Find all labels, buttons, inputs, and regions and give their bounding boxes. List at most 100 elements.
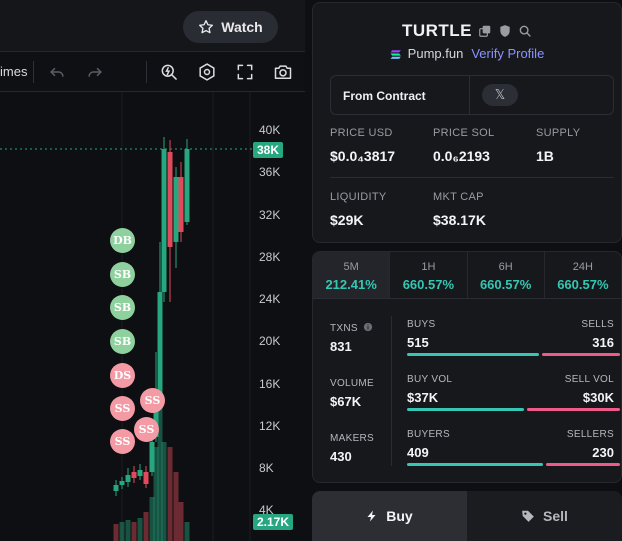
candle-body — [113, 485, 119, 491]
info-icon[interactable] — [363, 322, 373, 332]
settings-hex-icon[interactable] — [197, 62, 217, 82]
y-tick: 4K — [259, 503, 274, 517]
price-chart[interactable]: 40K 36K 32K 28K 24K 20K 16K 12K 8K 4K 38… — [0, 92, 305, 541]
tab-24h[interactable]: 24H 660.57% — [545, 252, 621, 298]
candle-body — [161, 149, 167, 292]
contract-divider — [469, 76, 470, 114]
tab-6h[interactable]: 6H 660.57% — [468, 252, 545, 298]
tab-5m[interactable]: 5M 212.41% — [313, 252, 391, 298]
stat-value: 1B — [536, 148, 554, 164]
txns-label: TXNS — [330, 323, 358, 334]
trade-marker-sniper-sell[interactable]: SS — [110, 429, 135, 454]
stat-price-sol: PRICE SOL 0.0₆2193 — [433, 127, 494, 164]
timeframe-tabs: 5M 212.41% 1H 660.57% 6H 660.57% 24H 660… — [313, 252, 621, 298]
buy-label: Buy — [386, 508, 413, 524]
quick-search-icon[interactable] — [159, 62, 179, 82]
trade-marker-sniper-sell[interactable]: SS — [110, 396, 135, 421]
toolbar-divider — [33, 61, 34, 83]
fullscreen-icon[interactable] — [235, 62, 255, 82]
sell-label: Sell — [543, 508, 568, 524]
stat-liquidity: LIQUIDITY $29K — [330, 191, 387, 228]
redo-icon[interactable] — [85, 62, 105, 82]
sell-vol-value: $30K — [582, 390, 614, 405]
y-tick: 36K — [259, 165, 281, 179]
trade-marker-sniper-buy[interactable]: SB — [110, 295, 135, 320]
sells-value: 316 — [592, 335, 614, 350]
buy-vol-label: BUY VOL — [407, 374, 453, 385]
search-icon[interactable] — [518, 24, 532, 38]
buys-ratio-bar — [407, 353, 539, 356]
tab-1h[interactable]: 1H 660.57% — [390, 252, 468, 298]
stat-mkt-cap: MKT CAP $38.17K — [433, 191, 486, 228]
camera-icon[interactable] — [273, 62, 293, 82]
y-tick: 16K — [259, 377, 281, 391]
volume-bar — [161, 442, 167, 541]
volume-bar — [184, 522, 190, 541]
trade-marker-sniper-sell[interactable]: SS — [134, 417, 159, 442]
trade-marker-dev-buy[interactable]: DB — [110, 228, 135, 253]
candle-body — [119, 481, 125, 485]
stat-label: PRICE SOL — [433, 127, 495, 139]
watch-label: Watch — [221, 19, 263, 35]
buyers-label: BUYERS — [407, 429, 450, 440]
volume-bar — [157, 350, 163, 541]
tab-label: 1H — [421, 261, 436, 273]
chart-toolbar: imes — [0, 52, 305, 92]
candle-body — [173, 177, 179, 242]
tab-change: 212.41% — [325, 277, 377, 292]
candle-body — [157, 292, 163, 402]
tag-icon — [522, 510, 534, 522]
tab-label: 24H — [572, 261, 593, 273]
trade-tabs: Buy Sell — [312, 491, 622, 541]
verify-profile-link[interactable]: Verify Profile — [471, 46, 545, 61]
stat-value: $29K — [330, 212, 364, 228]
trade-marker-sniper-buy[interactable]: SB — [110, 262, 135, 287]
x-icon: 𝕏 — [494, 87, 506, 102]
stat-label: MKT CAP — [433, 191, 484, 203]
tab-label: 6H — [498, 261, 513, 273]
volume-bar — [119, 522, 125, 541]
contract-label[interactable]: From Contract — [343, 89, 426, 103]
sellers-ratio-bar — [546, 463, 620, 466]
tabs-divider — [313, 298, 621, 299]
trade-marker-dev-sell[interactable]: DS — [110, 363, 135, 388]
sell-vol-ratio-bar — [527, 408, 620, 411]
stat-supply: SUPPLY 1B — [536, 127, 580, 164]
sells-label: SELLS — [581, 319, 614, 330]
buyers-ratio-bar — [407, 463, 543, 466]
sell-tab[interactable]: Sell — [467, 491, 622, 541]
tab-change: 660.57% — [557, 277, 609, 292]
shield-icon[interactable] — [498, 24, 512, 38]
volume-value: $67K — [330, 394, 362, 409]
undo-icon[interactable] — [47, 62, 67, 82]
volume-label: VOLUME — [330, 378, 375, 389]
copy-icon[interactable] — [478, 24, 492, 38]
volume-bar — [125, 520, 131, 541]
chart-panel: Watch imes — [0, 0, 305, 541]
trade-marker-sniper-sell[interactable]: SS — [140, 388, 165, 413]
makers-value: 430 — [330, 449, 352, 464]
buys-value: 515 — [407, 335, 429, 350]
chart-header: Watch — [0, 0, 305, 52]
volume-bar — [173, 472, 179, 541]
candle-body — [153, 402, 159, 437]
buy-vol-value: $37K — [407, 390, 439, 405]
platform-link[interactable]: Pump.fun — [390, 46, 463, 61]
trade-marker-sniper-buy[interactable]: SB — [110, 329, 135, 354]
token-name: TURTLE — [401, 21, 473, 40]
contract-box: From Contract 𝕏 — [330, 75, 614, 115]
sell-vol-label: SELL VOL — [564, 374, 614, 385]
tab-change: 660.57% — [402, 277, 455, 292]
makers-label: MAKERS — [330, 433, 375, 444]
stat-label: PRICE USD — [330, 127, 393, 139]
stat-value: $0.0₄3817 — [330, 148, 396, 164]
volume-bar — [167, 447, 173, 541]
volume-tag: 2.17K — [253, 514, 294, 530]
indicators-button[interactable]: imes — [0, 64, 28, 79]
watch-button[interactable]: Watch — [183, 11, 278, 43]
candle-body — [184, 149, 190, 222]
sells-ratio-bar — [542, 353, 620, 356]
x-social-button[interactable]: 𝕏 — [482, 84, 518, 106]
buy-tab[interactable]: Buy — [312, 491, 467, 541]
volume-bar — [137, 518, 143, 541]
